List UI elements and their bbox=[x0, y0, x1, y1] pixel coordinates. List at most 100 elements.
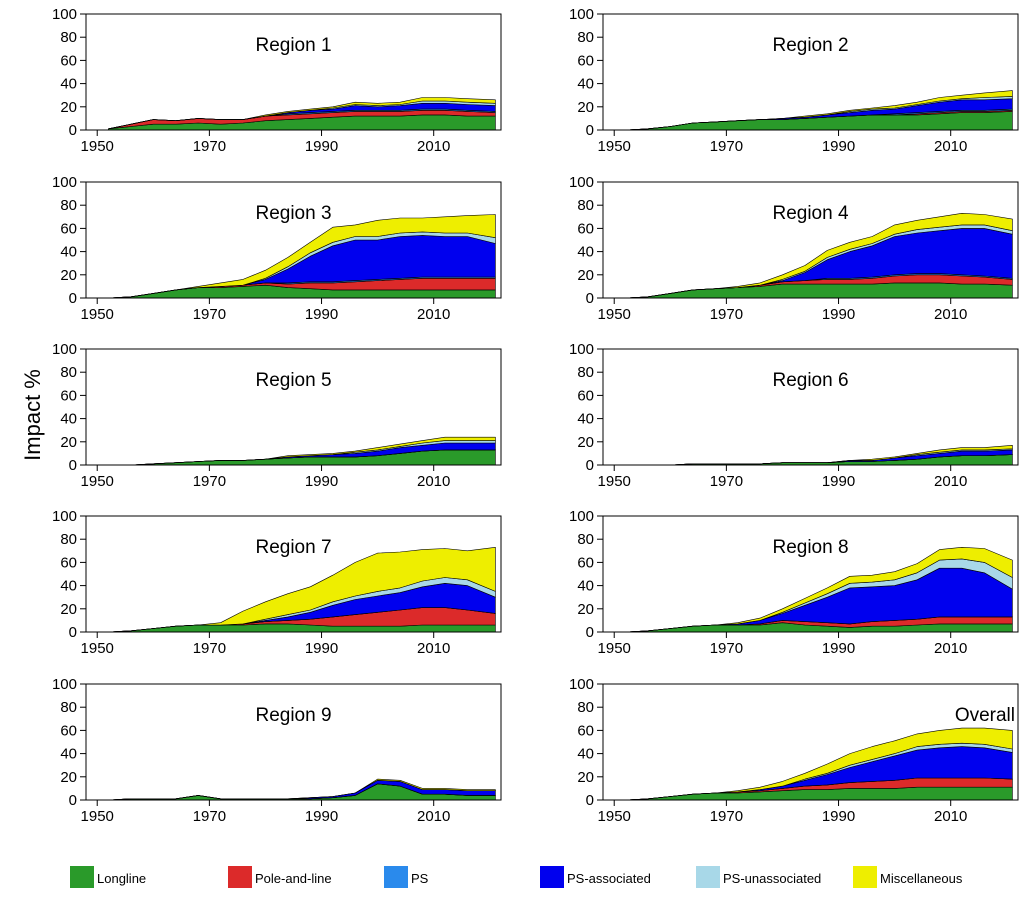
panel-title: Region 3 bbox=[255, 203, 331, 224]
y-tick-label: 60 bbox=[60, 52, 77, 69]
area-miscellaneous bbox=[108, 778, 496, 801]
panel-title: Region 9 bbox=[255, 705, 331, 726]
panel-region-9: 0 20 40 60 80 100 1950 1970 1990 2010 Region 9 bbox=[52, 676, 502, 825]
plot-frame bbox=[85, 515, 502, 633]
y-tick-label: 20 bbox=[60, 267, 77, 284]
y-tick-label: 0 bbox=[586, 624, 594, 641]
panel-region-8: 0 20 40 60 80 100 1950 1970 1990 2010 Region 8 bbox=[569, 508, 1019, 657]
y-tick-label: 100 bbox=[52, 508, 77, 525]
y-tick-label: 40 bbox=[60, 578, 77, 595]
y-axis-label: Impact % bbox=[20, 369, 45, 461]
x-tick-label: 1950 bbox=[598, 306, 631, 323]
x-tick-label: 1970 bbox=[710, 473, 743, 490]
x-tick-label: 2010 bbox=[934, 138, 967, 155]
x-tick-label: 1990 bbox=[822, 640, 855, 657]
y-tick-label: 40 bbox=[577, 411, 594, 428]
x-tick-label: 1950 bbox=[81, 808, 114, 825]
x-tick-label: 1990 bbox=[305, 640, 338, 657]
y-tick-label: 60 bbox=[577, 220, 594, 237]
y-tick-label: 80 bbox=[60, 29, 77, 46]
x-tick-label: 1950 bbox=[598, 473, 631, 490]
y-tick-label: 60 bbox=[60, 554, 77, 571]
panel-region-3: 0 20 40 60 80 100 1950 1970 1990 2010 Region 3 bbox=[52, 174, 502, 323]
area-miscellaneous bbox=[108, 97, 496, 130]
y-tick-label: 80 bbox=[577, 364, 594, 381]
plot-frame bbox=[602, 515, 1019, 633]
legend-swatch bbox=[540, 866, 564, 888]
x-tick-label: 1970 bbox=[710, 808, 743, 825]
panel-region-4: 0 20 40 60 80 100 1950 1970 1990 2010 Region 4 bbox=[569, 174, 1019, 323]
legend-label: PS-associated bbox=[567, 871, 651, 886]
legend-swatch bbox=[384, 866, 408, 888]
panel-title: Region 2 bbox=[772, 35, 848, 56]
y-tick-label: 0 bbox=[586, 122, 594, 139]
x-tick-label: 1950 bbox=[81, 138, 114, 155]
y-tick-label: 100 bbox=[569, 174, 594, 191]
y-tick-label: 40 bbox=[60, 76, 77, 93]
x-tick-label: 1990 bbox=[305, 138, 338, 155]
panel-title: Region 5 bbox=[255, 370, 331, 391]
panel-region-2: 0 20 40 60 80 100 1950 1970 1990 2010 Region 2 bbox=[569, 6, 1019, 155]
y-tick-label: 80 bbox=[577, 197, 594, 214]
x-tick-label: 1970 bbox=[193, 138, 226, 155]
y-tick-label: 20 bbox=[577, 99, 594, 116]
area-miscellaneous bbox=[625, 547, 1013, 633]
area-miscellaneous bbox=[108, 547, 496, 633]
y-tick-label: 40 bbox=[577, 244, 594, 261]
y-tick-label: 0 bbox=[586, 792, 594, 809]
y-tick-label: 60 bbox=[577, 554, 594, 571]
legend-label: Miscellaneous bbox=[880, 871, 963, 886]
y-tick-label: 0 bbox=[69, 624, 77, 641]
area-miscellaneous bbox=[108, 436, 496, 466]
x-tick-label: 1990 bbox=[822, 138, 855, 155]
x-tick-label: 2010 bbox=[934, 306, 967, 323]
panel-region-7: 0 20 40 60 80 100 1950 1970 1990 2010 Region 7 bbox=[52, 508, 502, 657]
x-tick-label: 1950 bbox=[598, 640, 631, 657]
y-tick-label: 100 bbox=[52, 174, 77, 191]
x-tick-label: 1990 bbox=[305, 808, 338, 825]
y-tick-label: 80 bbox=[577, 29, 594, 46]
x-tick-label: 1950 bbox=[81, 306, 114, 323]
x-tick-label: 1990 bbox=[305, 473, 338, 490]
x-tick-label: 2010 bbox=[417, 473, 450, 490]
x-tick-label: 2010 bbox=[417, 306, 450, 323]
y-tick-label: 0 bbox=[586, 457, 594, 474]
y-tick-label: 100 bbox=[52, 341, 77, 358]
x-tick-label: 1990 bbox=[822, 473, 855, 490]
x-tick-label: 1970 bbox=[710, 138, 743, 155]
y-tick-label: 20 bbox=[60, 434, 77, 451]
panel-title: Region 8 bbox=[772, 537, 848, 558]
x-tick-label: 1990 bbox=[822, 808, 855, 825]
y-tick-label: 20 bbox=[60, 769, 77, 786]
x-tick-label: 1970 bbox=[710, 306, 743, 323]
y-tick-label: 0 bbox=[69, 122, 77, 139]
legend-label: Longline bbox=[97, 871, 146, 886]
plot-frame bbox=[602, 683, 1019, 801]
plot-frame bbox=[85, 13, 502, 131]
legend-label: Pole-and-line bbox=[255, 871, 332, 886]
y-tick-label: 0 bbox=[586, 290, 594, 307]
y-tick-label: 40 bbox=[60, 411, 77, 428]
y-tick-label: 20 bbox=[577, 267, 594, 284]
panel-region-6: 0 20 40 60 80 100 1950 1970 1990 2010 Region 6 bbox=[569, 341, 1019, 490]
legend-swatch bbox=[853, 866, 877, 888]
area-miscellaneous bbox=[625, 445, 1013, 466]
x-tick-label: 1970 bbox=[193, 306, 226, 323]
x-tick-label: 1950 bbox=[598, 138, 631, 155]
x-tick-label: 1970 bbox=[193, 473, 226, 490]
y-tick-label: 40 bbox=[577, 76, 594, 93]
x-tick-label: 1970 bbox=[710, 640, 743, 657]
area-longline bbox=[625, 282, 1013, 299]
y-tick-label: 40 bbox=[577, 578, 594, 595]
x-tick-label: 1950 bbox=[81, 473, 114, 490]
y-tick-label: 80 bbox=[577, 531, 594, 548]
y-tick-label: 60 bbox=[60, 220, 77, 237]
legend-swatch bbox=[70, 866, 94, 888]
x-tick-label: 1950 bbox=[598, 808, 631, 825]
legend-label: PS bbox=[411, 871, 429, 886]
y-tick-label: 100 bbox=[569, 508, 594, 525]
area-miscellaneous bbox=[625, 90, 1013, 131]
x-tick-label: 2010 bbox=[934, 808, 967, 825]
area-miscellaneous bbox=[625, 727, 1013, 801]
